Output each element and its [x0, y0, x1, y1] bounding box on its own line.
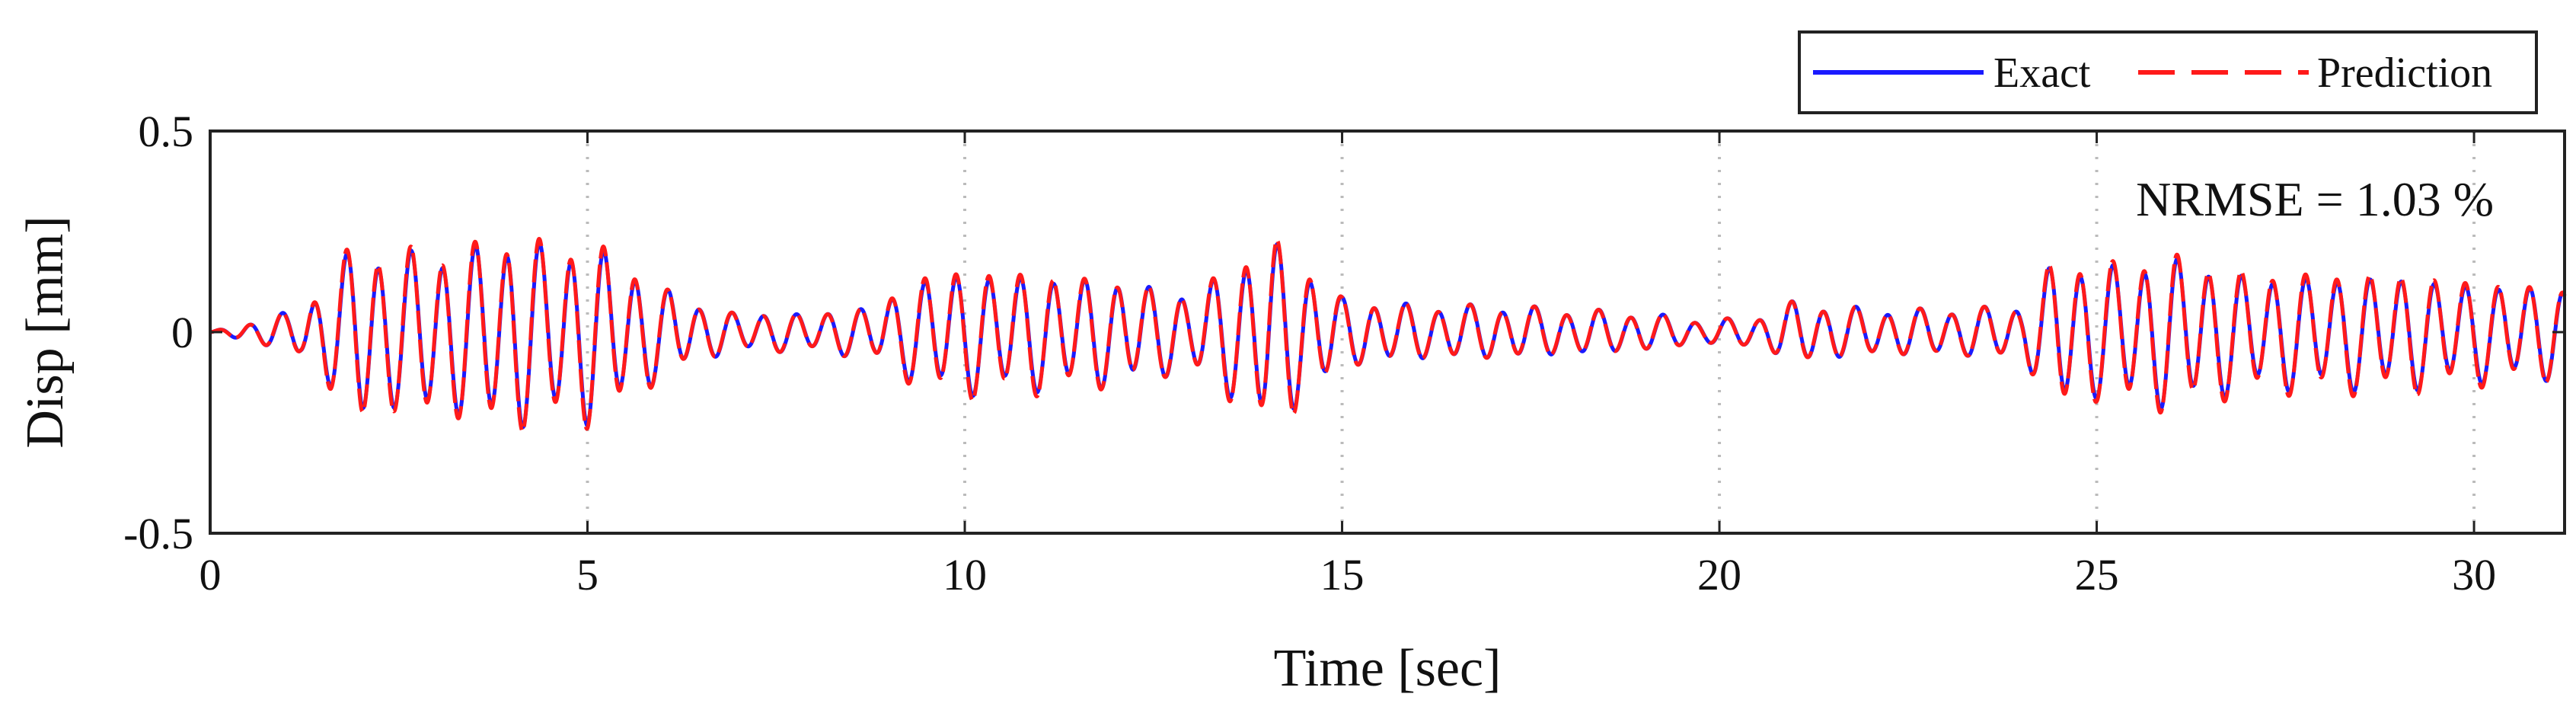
x-tick-label: 5	[576, 550, 599, 599]
x-tick-label: 30	[2452, 550, 2496, 599]
x-axis-label: Time [sec]	[1274, 639, 1502, 698]
x-axis-ticks: 0 5 10 15 20 25 30	[200, 131, 2496, 599]
x-tick-label: 25	[2075, 550, 2119, 599]
nrmse-annotation: NRMSE = 1.03 %	[2136, 172, 2494, 226]
x-tick-label: 10	[943, 550, 987, 599]
series-group	[209, 237, 2567, 433]
legend: Exact Prediction	[1798, 30, 2538, 114]
legend-label-prediction: Prediction	[2317, 50, 2492, 97]
legend-label-exact: Exact	[1993, 50, 2091, 97]
y-tick-label: 0.5	[139, 107, 194, 156]
x-tick-label: 0	[200, 550, 222, 599]
y-axis-label: Disp [mm]	[16, 216, 75, 448]
y-tick-label: 0	[171, 308, 193, 357]
y-axis-ticks: -0.5 0 0.5	[123, 107, 2565, 558]
grid-lines	[586, 131, 2476, 533]
series-line-prediction	[209, 237, 2567, 433]
x-tick-label: 20	[1697, 550, 1741, 599]
x-tick-label: 15	[1320, 550, 1365, 599]
y-tick-label: -0.5	[123, 509, 193, 558]
